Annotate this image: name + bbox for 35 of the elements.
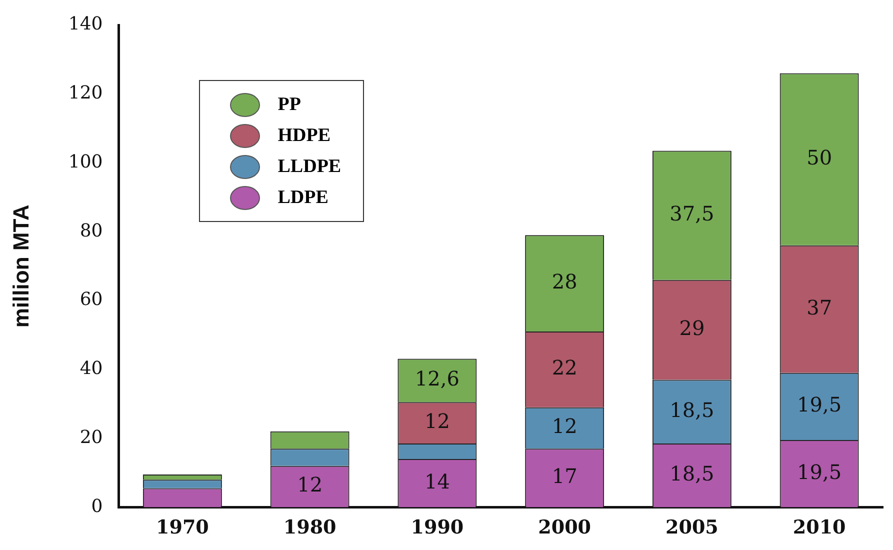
data-label: 19,5 bbox=[797, 460, 842, 484]
x-tick-label: 1980 bbox=[283, 516, 336, 539]
x-tick-label: 1990 bbox=[410, 516, 464, 539]
data-label: 19,5 bbox=[797, 392, 842, 417]
data-label: 28 bbox=[552, 270, 578, 294]
legend-label: PP bbox=[278, 94, 301, 116]
y-tick-label: 0 bbox=[91, 496, 103, 517]
y-tick-label: 20 bbox=[80, 426, 103, 448]
data-label: 29 bbox=[679, 316, 705, 340]
data-label: 12,6 bbox=[414, 366, 460, 391]
data-label: 12 bbox=[297, 472, 323, 497]
data-label: 37 bbox=[806, 295, 832, 320]
x-tick-label: 2005 bbox=[665, 516, 718, 539]
y-tick-label: 40 bbox=[80, 358, 103, 380]
x-tick-label: 2000 bbox=[538, 516, 592, 539]
legend-label: HDPE bbox=[278, 124, 331, 146]
data-label: 18,5 bbox=[670, 462, 714, 486]
data-label: 14 bbox=[424, 469, 450, 494]
y-axis-title: million MTA bbox=[8, 204, 34, 328]
y-tick-label: 60 bbox=[80, 289, 103, 310]
data-label: 12 bbox=[552, 414, 578, 438]
data-label: 12 bbox=[424, 409, 450, 434]
legend-label: LDPE bbox=[278, 186, 328, 208]
data-label: 37,5 bbox=[670, 202, 714, 226]
data-label: 22 bbox=[552, 356, 578, 380]
data-label: 17 bbox=[552, 464, 578, 488]
y-tick-label: 120 bbox=[68, 82, 103, 104]
x-tick-label: 1970 bbox=[156, 516, 209, 539]
x-tick-label: 2010 bbox=[792, 516, 846, 539]
y-tick-label: 100 bbox=[68, 151, 103, 172]
data-label: 50 bbox=[806, 146, 832, 170]
y-tick-label: 140 bbox=[68, 14, 103, 35]
legend-label: LLDPE bbox=[278, 156, 342, 178]
y-tick-label: 80 bbox=[80, 220, 103, 242]
data-label: 18,5 bbox=[670, 398, 714, 422]
